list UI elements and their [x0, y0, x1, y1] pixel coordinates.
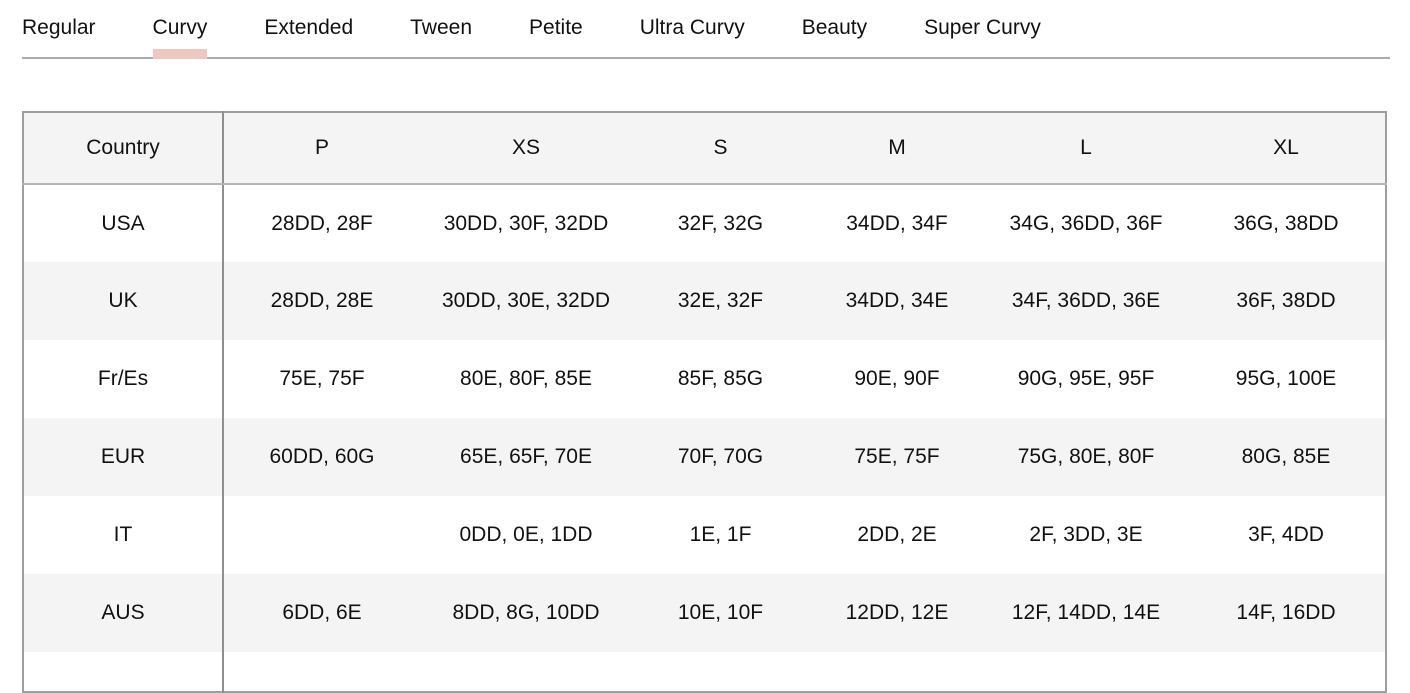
size-cell: 34F, 36DD, 36E — [1011, 289, 1161, 312]
size-cell: 90E, 90F — [854, 367, 940, 390]
size-cell: 32F, 32G — [677, 211, 764, 235]
tab-extended[interactable]: Extended — [264, 16, 354, 39]
table-row-fr-es: Fr/Es 75E, 75F 80E, 80F, 85E 85F, 85G 90… — [23, 340, 1386, 418]
tab-beauty[interactable]: Beauty — [801, 16, 868, 39]
size-cell: 65E, 65F, 70E — [460, 445, 592, 468]
size-chart-table: Country P XS S M L XL USA 28DD, 28F 30DD… — [22, 111, 1387, 693]
size-cell: 75G, 80E, 80F — [1017, 445, 1155, 468]
size-cell: 85F, 85G — [677, 367, 764, 390]
column-header-xl: XL — [1187, 112, 1386, 185]
tab-regular[interactable]: Regular — [22, 16, 96, 39]
size-cell — [420, 652, 632, 692]
size-cell: 30DD, 30F, 32DD — [443, 211, 609, 235]
table-row-uk: UK 28DD, 28E 30DD, 30E, 32DD 32E, 32F 34… — [23, 262, 1386, 340]
size-cell: 1E, 1F — [689, 523, 752, 546]
table-row-it: IT 0DD, 0E, 1DD 1E, 1F 2DD, 2E 2F, 3DD, … — [23, 496, 1386, 574]
size-cell: 34DD, 34F — [846, 211, 948, 235]
size-cell: 36F, 38DD — [1236, 289, 1336, 312]
column-header-country: Country — [23, 112, 224, 185]
country-label: Fr/Es — [23, 340, 224, 418]
size-cell — [1187, 652, 1386, 692]
size-cell: 75E, 75F — [279, 367, 365, 390]
tab-tween[interactable]: Tween — [410, 16, 473, 39]
size-cell: 80G, 85E — [1241, 445, 1331, 468]
size-cell: 80E, 80F, 85E — [460, 367, 592, 390]
country-label: IT — [23, 496, 224, 574]
country-label — [23, 652, 224, 692]
size-system-tabs: Regular Curvy Extended Tween Petite Ultr… — [22, 0, 1390, 59]
tab-ultra-curvy[interactable]: Ultra Curvy — [639, 16, 745, 39]
size-cell — [809, 652, 985, 692]
size-cell: 75E, 75F — [854, 445, 940, 468]
column-header-m: M — [809, 112, 985, 185]
size-cell: 8DD, 8G, 10DD — [452, 601, 600, 624]
country-label: UK — [23, 262, 224, 340]
size-cell — [223, 496, 420, 574]
size-cell — [223, 652, 420, 692]
column-header-xs: XS — [420, 112, 632, 185]
table-row-eur: EUR 60DD, 60G 65E, 65F, 70E 70F, 70G 75E… — [23, 418, 1386, 496]
column-header-l: L — [985, 112, 1187, 185]
size-cell: 2F, 3DD, 3E — [1029, 523, 1143, 546]
tab-curvy[interactable]: Curvy — [152, 15, 207, 59]
table-row-aus: AUS 6DD, 6E 8DD, 8G, 10DD 10E, 10F 12DD,… — [23, 574, 1386, 652]
size-cell: 30DD, 30E, 32DD — [441, 289, 611, 312]
size-cell: 34DD, 34E — [845, 289, 949, 312]
table-row-usa: USA 28DD, 28F 30DD, 30F, 32DD 32F, 32G 3… — [23, 184, 1386, 262]
size-cell: 28DD, 28E — [270, 289, 374, 312]
size-cell — [632, 652, 809, 692]
size-cell: 95G, 100E — [1235, 367, 1337, 390]
column-header-s: S — [632, 112, 809, 185]
size-cell: 36G, 38DD — [1233, 211, 1339, 235]
tab-super-curvy[interactable]: Super Curvy — [924, 16, 1041, 39]
country-label: AUS — [23, 574, 224, 652]
size-cell: 60DD, 60G — [269, 445, 375, 468]
size-cell: 2DD, 2E — [857, 523, 937, 546]
size-cell: 90G, 95E, 95F — [1017, 367, 1155, 390]
table-row-partial — [23, 652, 1386, 692]
size-cell: 34G, 36DD, 36F — [1009, 211, 1163, 235]
country-label: EUR — [23, 418, 224, 496]
size-cell: 3F, 4DD — [1248, 523, 1324, 546]
country-label: USA — [23, 184, 224, 262]
column-header-p: P — [223, 112, 420, 185]
size-cell: 12DD, 12E — [845, 601, 949, 624]
size-cell: 70F, 70G — [677, 445, 764, 468]
size-cell: 0DD, 0E, 1DD — [459, 523, 593, 546]
size-cell: 6DD, 6E — [282, 601, 362, 624]
size-cell: 28DD, 28F — [271, 211, 373, 235]
size-cell: 10E, 10F — [677, 601, 764, 624]
size-cell — [985, 652, 1187, 692]
size-cell: 14F, 16DD — [1236, 601, 1336, 624]
tab-petite[interactable]: Petite — [529, 16, 583, 39]
size-cell: 12F, 14DD, 14E — [1011, 601, 1161, 624]
size-cell: 32E, 32F — [677, 289, 764, 312]
header-row: Country P XS S M L XL — [23, 112, 1386, 185]
